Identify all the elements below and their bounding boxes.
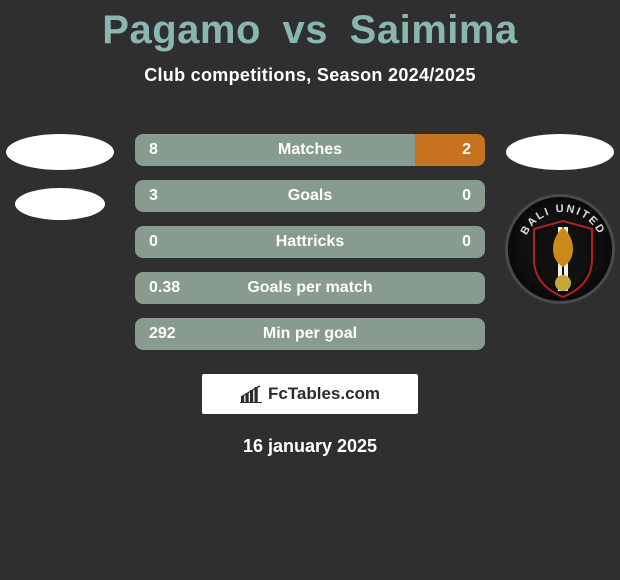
badge-svg: BALI UNITED bbox=[508, 197, 615, 304]
content-region: BALI UNITED 82Matches30Goals00Hatt bbox=[0, 134, 620, 350]
shield-icon bbox=[534, 221, 592, 297]
stat-value-left: 3 bbox=[135, 180, 172, 212]
player1-silhouette bbox=[6, 134, 114, 170]
branding-badge: FcTables.com bbox=[202, 374, 418, 414]
stat-value-left: 0.38 bbox=[135, 272, 194, 304]
title-vs: vs bbox=[283, 8, 329, 52]
stat-value-left: 0 bbox=[135, 226, 172, 258]
avatar-left-column bbox=[0, 134, 120, 220]
title-player1: Pagamo bbox=[102, 8, 261, 52]
player2-silhouette bbox=[506, 134, 614, 170]
comparison-card: Pagamo vs Saimima Club competitions, Sea… bbox=[0, 0, 620, 580]
subtitle: Club competitions, Season 2024/2025 bbox=[144, 65, 476, 86]
stat-segment-left bbox=[135, 134, 415, 166]
title-player2: Saimima bbox=[350, 8, 518, 52]
stat-value-right bbox=[457, 318, 485, 350]
branding-text: FcTables.com bbox=[268, 384, 380, 404]
date-text: 16 january 2025 bbox=[243, 436, 377, 457]
page-title: Pagamo vs Saimima bbox=[102, 8, 517, 53]
stat-value-right: 0 bbox=[448, 226, 485, 258]
player2-club-badge: BALI UNITED bbox=[505, 194, 615, 304]
stat-value-right: 0 bbox=[448, 180, 485, 212]
stat-bar: 30Goals bbox=[135, 180, 485, 212]
avatar-right-column: BALI UNITED bbox=[500, 134, 620, 304]
player1-club-badge bbox=[15, 188, 105, 220]
stat-value-left: 292 bbox=[135, 318, 190, 350]
club-badge-graphic: BALI UNITED bbox=[508, 197, 612, 301]
stat-value-right bbox=[457, 272, 485, 304]
stat-bar: 82Matches bbox=[135, 134, 485, 166]
stat-bar: 0.38Goals per match bbox=[135, 272, 485, 304]
stat-segment-left bbox=[135, 226, 485, 258]
stats-list: 82Matches30Goals00Hattricks0.38Goals per… bbox=[135, 134, 485, 350]
stat-bar: 00Hattricks bbox=[135, 226, 485, 258]
stat-segment-left bbox=[135, 180, 485, 212]
stat-bar: 292Min per goal bbox=[135, 318, 485, 350]
bar-chart-icon bbox=[240, 385, 262, 403]
stat-value-left: 8 bbox=[135, 134, 172, 166]
stat-value-right: 2 bbox=[448, 134, 485, 166]
